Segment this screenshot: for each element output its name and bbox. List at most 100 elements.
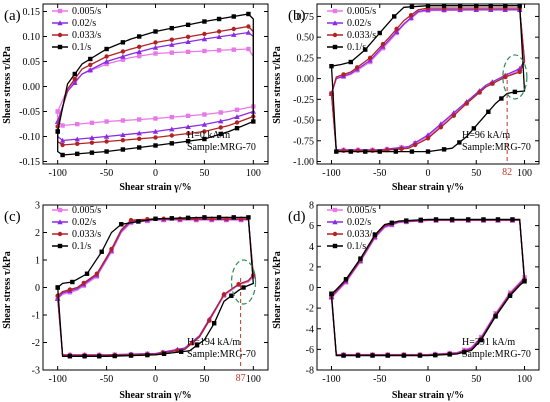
legend-marker <box>332 207 338 213</box>
series-point <box>120 132 126 138</box>
series-point <box>55 285 60 290</box>
series-0-033-s <box>329 5 526 153</box>
series-point <box>234 107 240 113</box>
y-tick-label: -0.10 <box>19 132 40 143</box>
series-point <box>451 113 456 118</box>
chart-panel-3: -100 -50 0 50 100 -3 -2 -1 0 1 2 3 0.005/s0.02/s0.03… <box>2 201 269 401</box>
y-tick-label: 0.15 <box>23 7 41 18</box>
series-point <box>522 279 527 284</box>
series-point <box>136 130 142 136</box>
series-point <box>136 136 142 142</box>
series-point <box>70 279 75 285</box>
series-point <box>517 69 522 75</box>
x-tick-label: -100 <box>322 168 340 179</box>
series-point <box>409 149 415 154</box>
series-point <box>185 215 191 221</box>
legend-marker <box>57 20 63 26</box>
series-line <box>57 216 254 357</box>
legend-marker <box>57 207 63 213</box>
series-point <box>211 321 217 326</box>
series-point <box>231 31 237 37</box>
annotation-text: H=391 kA/m <box>462 337 515 348</box>
highlight-ellipse <box>230 259 257 305</box>
series-point <box>393 29 400 34</box>
series-point <box>169 41 175 47</box>
y-tick-label: 0.50 <box>297 33 315 44</box>
panel-letter: (d) <box>288 209 306 225</box>
y-tick-label: -0.25 <box>293 95 314 106</box>
series-point <box>216 215 222 220</box>
x-tick-label: 50 <box>199 374 209 385</box>
series-point <box>128 353 134 358</box>
y-tick-label: 2 <box>309 262 314 273</box>
panel-letter: (a) <box>4 8 21 24</box>
series-point <box>399 146 404 152</box>
legend: 0.005/s0.02/s0.033/s0.1/s <box>52 205 101 252</box>
series-point <box>370 353 375 358</box>
series-point <box>75 121 80 127</box>
series-point <box>153 51 158 56</box>
series-point <box>477 90 482 95</box>
series-point <box>201 36 208 42</box>
series-point <box>104 149 109 154</box>
series-point <box>153 29 158 34</box>
series-point <box>99 249 104 254</box>
series-point <box>72 71 77 77</box>
y-tick-label: 8 <box>309 201 314 212</box>
series-point <box>153 135 158 140</box>
x-tick-label: 0 <box>153 168 158 179</box>
series-point <box>169 133 175 138</box>
annotation-text: H=96 kA/m <box>462 130 510 141</box>
y-tick-label: -0.75 <box>293 136 314 147</box>
series-point <box>246 24 251 29</box>
series-point <box>234 120 240 125</box>
series-point <box>202 19 207 24</box>
series-point <box>425 136 431 141</box>
legend-label: 0.1/s <box>72 241 91 252</box>
series-point <box>231 215 236 220</box>
series-point <box>363 149 368 154</box>
series-point <box>202 112 207 117</box>
highlight-ellipse <box>502 54 528 100</box>
series-point <box>153 40 158 45</box>
series-point <box>425 132 431 138</box>
x-tick-label: 0 <box>426 168 431 179</box>
legend-label: 0.033/s <box>72 229 101 240</box>
series-point <box>329 291 334 296</box>
y-tick-label: 6 <box>309 221 314 232</box>
x-tick-label: 100 <box>246 168 261 179</box>
legend-marker <box>332 20 338 26</box>
legend-label: 0.02/s <box>72 18 96 29</box>
legend-label: 0.02/s <box>72 217 96 228</box>
legend-marker <box>332 44 338 50</box>
series-point <box>120 49 126 54</box>
series-point <box>89 150 95 155</box>
series-point <box>449 217 455 222</box>
series-point <box>503 74 508 80</box>
x-axis-label: Shear strain γ/% <box>119 182 191 193</box>
legend: 0.005/s0.02/s0.033/s0.1/s <box>327 205 376 252</box>
x-tick-label: 100 <box>517 168 532 179</box>
series-point <box>461 350 467 355</box>
series-point <box>216 48 222 53</box>
series-point <box>112 353 117 359</box>
x-tick-label: -50 <box>373 374 386 385</box>
series-point <box>136 49 142 55</box>
y-tick-label: 0.75 <box>297 12 315 23</box>
y-tick-label: -0.05 <box>19 107 40 118</box>
legend-label: 0.033/s <box>347 229 376 240</box>
series-point <box>136 44 142 50</box>
series-point <box>341 72 346 77</box>
series-point <box>218 131 223 137</box>
series-point <box>120 147 126 152</box>
series-point <box>433 217 439 222</box>
legend: 0.005/s0.02/s0.033/s0.1/s <box>52 6 101 53</box>
marker-value-label: 82 <box>502 167 512 178</box>
panel-letter: (b) <box>288 8 306 24</box>
y-tick-label: -8 <box>306 366 314 377</box>
legend-marker <box>57 219 63 225</box>
series-point <box>517 3 522 8</box>
series-point <box>89 120 95 126</box>
series-point <box>478 337 484 343</box>
series-point <box>97 354 102 359</box>
